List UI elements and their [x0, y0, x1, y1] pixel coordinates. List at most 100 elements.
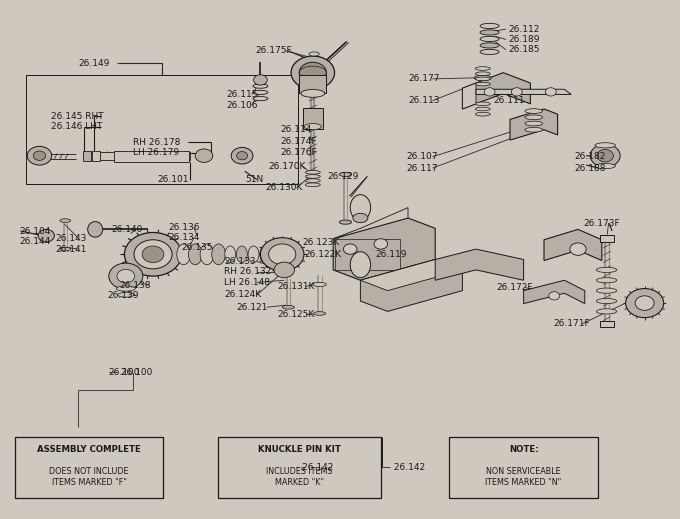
Ellipse shape — [475, 113, 490, 116]
Text: 26.104: 26.104 — [19, 227, 50, 236]
Circle shape — [597, 149, 613, 162]
Text: 26.117: 26.117 — [407, 163, 438, 173]
Circle shape — [549, 292, 560, 300]
Ellipse shape — [525, 127, 543, 132]
Ellipse shape — [350, 195, 371, 221]
Polygon shape — [360, 260, 462, 291]
Text: 26.133: 26.133 — [224, 257, 256, 266]
Ellipse shape — [305, 124, 322, 130]
Circle shape — [269, 244, 296, 265]
Text: ITEMS MARKED "N": ITEMS MARKED "N" — [486, 478, 562, 487]
Text: — 26.142: — 26.142 — [382, 462, 425, 472]
Ellipse shape — [480, 43, 499, 48]
Ellipse shape — [116, 286, 135, 291]
Polygon shape — [462, 73, 530, 109]
Text: 26.182: 26.182 — [575, 152, 606, 161]
Ellipse shape — [248, 246, 259, 263]
Ellipse shape — [525, 115, 543, 120]
Ellipse shape — [188, 244, 202, 265]
Text: 26.135: 26.135 — [182, 242, 213, 252]
Text: 26.141: 26.141 — [56, 244, 87, 254]
Text: - 26.142: - 26.142 — [296, 462, 333, 472]
Polygon shape — [600, 321, 614, 327]
Text: 26.130K: 26.130K — [265, 183, 303, 193]
Ellipse shape — [595, 143, 615, 148]
Text: 26.122K: 26.122K — [305, 250, 342, 259]
Circle shape — [545, 88, 556, 96]
Text: 26.124K: 26.124K — [224, 290, 262, 299]
Bar — [299, 75, 326, 93]
Text: INCLUDES ITEMS: INCLUDES ITEMS — [266, 467, 333, 476]
Bar — [83, 151, 91, 161]
Text: 26.172F: 26.172F — [496, 283, 533, 292]
Text: 26.121: 26.121 — [237, 303, 268, 312]
Ellipse shape — [475, 102, 490, 106]
Ellipse shape — [313, 311, 326, 315]
Text: 26.101: 26.101 — [158, 175, 189, 184]
Ellipse shape — [260, 246, 271, 263]
Text: 26.134: 26.134 — [168, 233, 199, 242]
Circle shape — [237, 152, 248, 160]
Text: ITEMS MARKED "F": ITEMS MARKED "F" — [52, 478, 126, 487]
Circle shape — [38, 229, 54, 242]
Circle shape — [626, 289, 664, 318]
Text: — 26.100: — 26.100 — [109, 368, 152, 377]
Ellipse shape — [350, 252, 371, 278]
Bar — [88, 152, 190, 160]
Text: LH 26.179: LH 26.179 — [133, 148, 179, 157]
Ellipse shape — [305, 170, 320, 174]
Ellipse shape — [480, 36, 499, 42]
Ellipse shape — [253, 84, 268, 88]
Text: MARKED "K": MARKED "K" — [275, 478, 324, 487]
Text: 26.139: 26.139 — [107, 291, 139, 301]
Circle shape — [484, 88, 495, 96]
Ellipse shape — [237, 246, 248, 263]
Ellipse shape — [339, 172, 352, 176]
Text: 26.143: 26.143 — [56, 234, 87, 243]
Circle shape — [260, 238, 304, 271]
Text: 26.185: 26.185 — [509, 45, 540, 54]
Circle shape — [254, 75, 267, 85]
Ellipse shape — [211, 244, 225, 265]
Text: LH 26.148: LH 26.148 — [224, 278, 271, 287]
Ellipse shape — [475, 66, 490, 71]
Text: 26.149: 26.149 — [78, 59, 109, 68]
Polygon shape — [333, 208, 408, 239]
Text: 26.100: 26.100 — [109, 368, 140, 377]
Polygon shape — [462, 83, 476, 109]
Ellipse shape — [595, 163, 615, 169]
Polygon shape — [360, 260, 462, 311]
Circle shape — [195, 149, 213, 162]
Polygon shape — [333, 218, 435, 280]
Bar — [303, 108, 323, 129]
Ellipse shape — [596, 298, 617, 304]
Ellipse shape — [480, 49, 499, 54]
Ellipse shape — [253, 97, 268, 101]
Circle shape — [635, 296, 654, 310]
Circle shape — [117, 269, 135, 283]
Circle shape — [124, 233, 182, 276]
Text: 26.170K: 26.170K — [269, 161, 306, 171]
Ellipse shape — [480, 23, 499, 29]
Bar — [449, 437, 598, 498]
Text: 26.113: 26.113 — [409, 96, 440, 105]
Text: 26.138: 26.138 — [119, 281, 150, 290]
Bar — [114, 151, 189, 162]
Circle shape — [134, 240, 172, 269]
Polygon shape — [510, 109, 558, 140]
Text: 26.171F: 26.171F — [554, 319, 590, 329]
Polygon shape — [435, 249, 524, 280]
Text: NOTE:: NOTE: — [509, 445, 539, 454]
Text: 26.107: 26.107 — [407, 152, 438, 161]
Text: 26.144: 26.144 — [19, 237, 50, 247]
Circle shape — [511, 88, 522, 96]
Circle shape — [374, 239, 388, 249]
Ellipse shape — [309, 52, 320, 56]
Circle shape — [291, 56, 335, 89]
Bar — [92, 151, 100, 161]
Text: 51N: 51N — [245, 175, 263, 184]
Ellipse shape — [596, 288, 617, 293]
Ellipse shape — [118, 293, 134, 297]
Ellipse shape — [353, 213, 368, 223]
Ellipse shape — [475, 83, 490, 86]
